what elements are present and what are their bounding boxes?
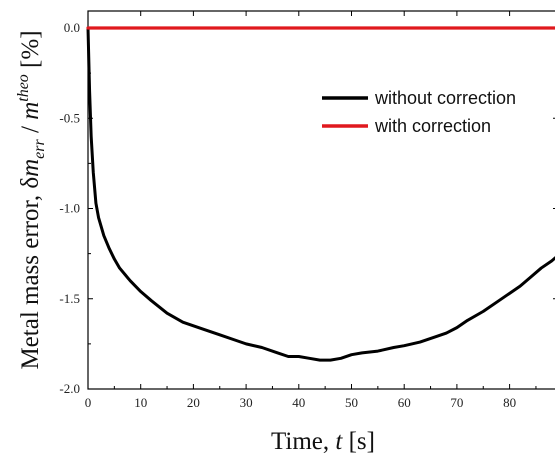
x-tick-label: 30 bbox=[240, 395, 253, 410]
x-axis-title: Time, t [s] bbox=[271, 428, 375, 455]
x-tick-label: 60 bbox=[398, 395, 411, 410]
plot-frame bbox=[87, 10, 555, 390]
legend-label-without-correction: without correction bbox=[374, 88, 516, 108]
x-tick-label: 20 bbox=[187, 395, 200, 410]
legend: without correction with correction bbox=[322, 88, 516, 136]
y-tick-label: -1.0 bbox=[59, 201, 80, 216]
y-tick-label: -2.0 bbox=[59, 381, 80, 396]
x-tick-label: 80 bbox=[503, 395, 516, 410]
x-tick-label: 50 bbox=[345, 395, 358, 410]
series-line-without-correction bbox=[86, 26, 555, 362]
y-axis-title: Metal mass error, δmerr / mtheo [%] bbox=[15, 30, 48, 369]
y-tick-label: -1.5 bbox=[59, 291, 80, 306]
y-tick-label: -0.5 bbox=[59, 110, 80, 125]
x-tick-label: 10 bbox=[134, 395, 147, 410]
x-tick-label: 40 bbox=[292, 395, 305, 410]
x-tick-label: 0 bbox=[85, 395, 92, 410]
x-tick-label: 70 bbox=[450, 395, 463, 410]
y-tick-label: 0.0 bbox=[64, 20, 80, 35]
legend-label-with-correction: with correction bbox=[374, 116, 491, 136]
